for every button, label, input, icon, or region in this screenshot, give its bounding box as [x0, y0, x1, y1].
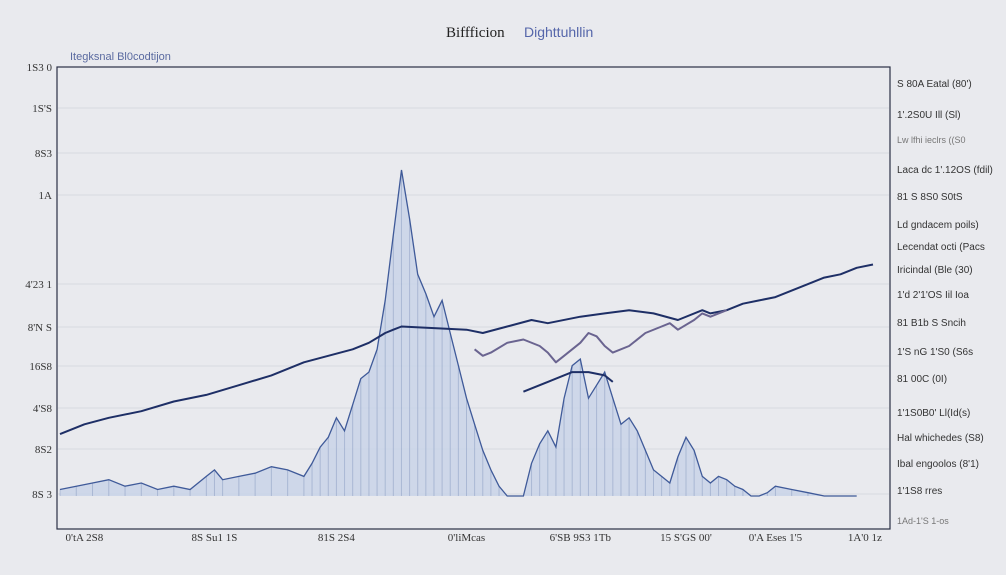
right-annotation-label: 1Ad-1'S 1-os	[897, 516, 949, 526]
line-series-2	[523, 371, 614, 393]
right-annotation-label: Ibal engoolos (8'1)	[897, 459, 979, 470]
plot-area-frame	[56, 66, 891, 530]
y-tick-label: 8'N S	[28, 322, 52, 334]
x-tick-label: 81S 2S4	[318, 532, 355, 544]
area-series-layer	[59, 169, 857, 497]
right-annotation-label: Hal whichedes (S8)	[897, 433, 984, 444]
x-tick-label: 15 S'GS 00'	[660, 532, 712, 544]
right-annotation-label: 1'1S8 rres	[897, 486, 942, 497]
chart-title: Biffficion	[446, 25, 505, 41]
line-series-1	[473, 309, 728, 364]
right-annotation-label: 1'.2S0U Ill (Sl)	[897, 110, 961, 121]
x-tick-label: 0'liMcas	[448, 532, 485, 544]
line-series-layer	[59, 263, 874, 436]
y-tick-label: 8S3	[35, 148, 53, 160]
right-annotation-label: 1'1S0B0' Ll(Id(s)	[897, 408, 970, 419]
right-annotation-label: Iricindal (Ble (30)	[897, 265, 973, 276]
right-annotation-label: 1'd 2'1'OS Iil Ioa	[897, 290, 969, 301]
y-tick-label: 4'23 1	[25, 279, 52, 291]
line-series-0	[59, 263, 874, 436]
right-annotation-label: Laca dc 1'.12OS (fdil)	[897, 165, 993, 176]
right-annotation-label: Lw lfhi ieclrs ((S0	[897, 135, 966, 145]
x-tick-label: 8S Su1 1S	[192, 532, 238, 544]
right-annotation-label: Ld gndacem poils)	[897, 220, 979, 231]
y-tick-label: 1S'S	[32, 103, 52, 115]
area-series-outline	[59, 169, 857, 497]
y-tick-label: 1S3 0	[27, 62, 53, 74]
x-axis-ticks: 0'tA 2S8 8S Su1 1S 81S 2S4 0'liMcas 6'SB 9S3…	[66, 532, 882, 544]
right-annotation-label: S 80A Eatal (80')	[897, 79, 972, 90]
y-tick-label: 8S2	[35, 444, 52, 456]
y-tick-label: 1A	[39, 190, 53, 202]
x-tick-label: 0'tA 2S8	[66, 532, 104, 544]
y-tick-label: 16S8	[29, 361, 52, 373]
x-tick-label: 0'A Eses 1'5	[749, 532, 803, 544]
x-tick-label: 1A'0 1z	[848, 532, 882, 544]
chart-subtitle: Itegksnal Bl0codtijon	[70, 51, 171, 63]
right-annotation-label: 1'S nG 1'S0 (S6s	[897, 347, 973, 358]
right-annotation-list: S 80A Eatal (80') 1'.2S0U Ill (Sl) Lw lfhi…	[897, 79, 993, 526]
y-tick-label: 8S 3	[32, 489, 52, 501]
chart-title-secondary: Dighttuhllin	[524, 24, 593, 40]
right-annotation-label: Lecendat octi (Pacs	[897, 242, 985, 253]
right-annotation-label: 81 B1b S Sncih	[897, 318, 966, 329]
y-tick-label: 4'S8	[33, 403, 53, 415]
area-series-fill	[60, 170, 857, 496]
y-axis-ticks: 1S3 0 1S'S 8S3 1A 4'23 1 8'N S 16S8 4'S8 8S2 8S 3	[25, 62, 52, 501]
right-annotation-label: 81 S 8S0 S0tS	[897, 192, 963, 203]
x-tick-label: 6'SB 9S3 1Tb	[550, 532, 612, 544]
right-annotation-label: 81 00C (0I)	[897, 374, 947, 385]
